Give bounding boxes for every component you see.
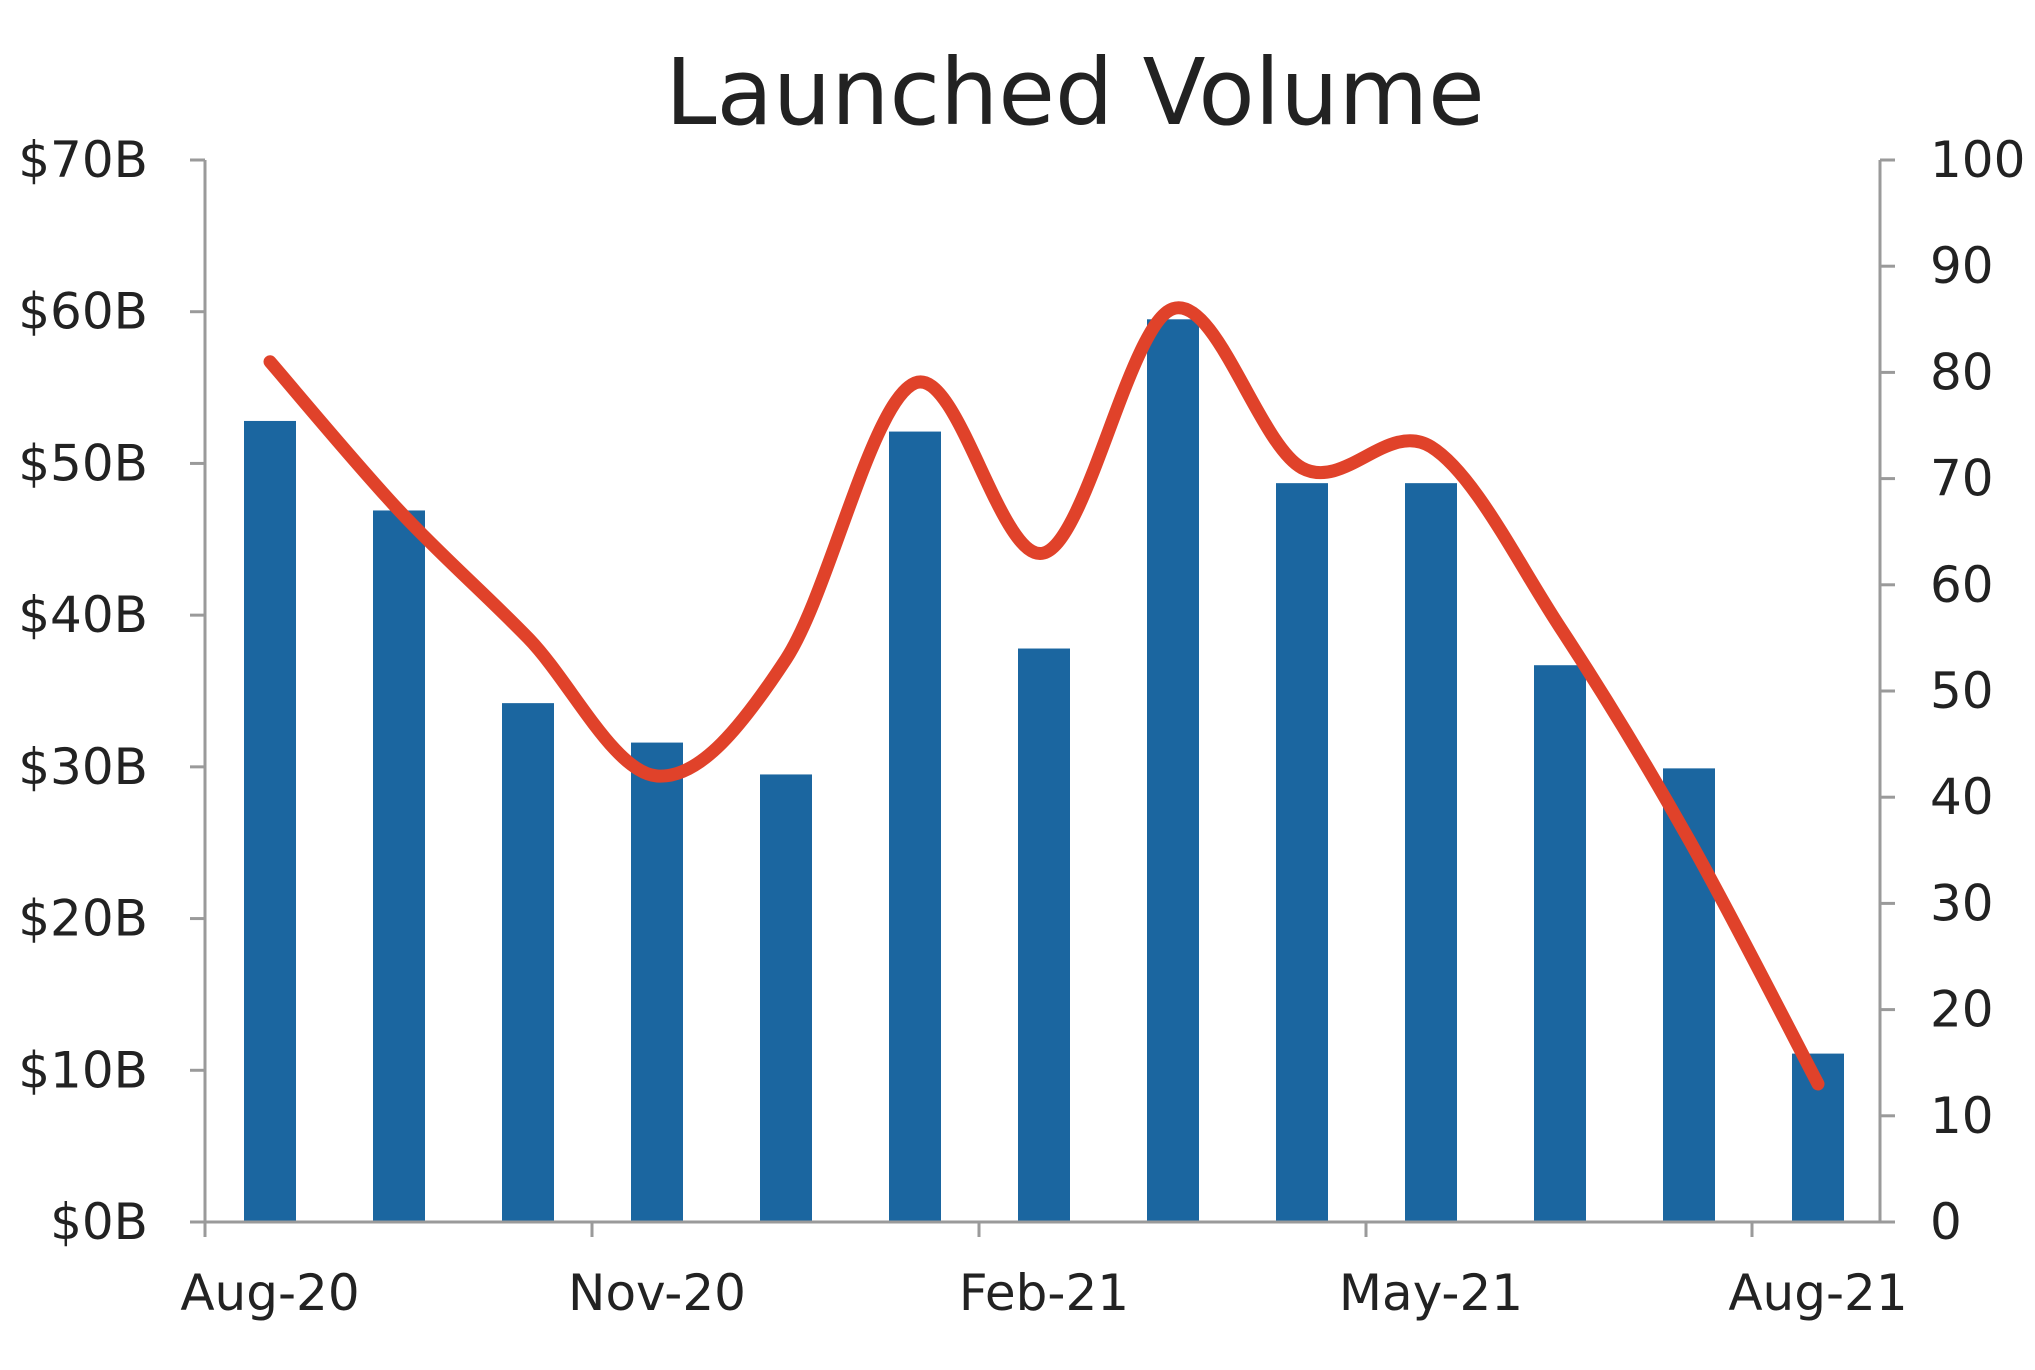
x-tick-label: Feb-21 (959, 1264, 1129, 1322)
x-tick-label: Nov-20 (568, 1264, 746, 1322)
right-tick-label: 50 (1930, 662, 1994, 720)
right-tick-label: 80 (1930, 343, 1994, 401)
x-axis-ticks: Aug-20 Nov-20 Feb-21 May-21 Aug-21 (180, 1222, 1908, 1322)
bar-mar-21 (1147, 319, 1199, 1222)
left-tick-label: $10B (18, 1041, 148, 1099)
bar-apr-21 (1276, 483, 1328, 1222)
right-tick-label: 90 (1930, 237, 1994, 295)
right-tick-label: 20 (1930, 981, 1994, 1039)
right-tick-label: 30 (1930, 874, 1994, 932)
bar-may-21 (1405, 483, 1457, 1222)
bar-dec-20 (760, 774, 812, 1222)
bar-feb-21 (1018, 648, 1070, 1222)
line-series (263, 301, 1825, 1091)
line-series-path (263, 301, 1825, 1091)
left-axis-ticks: $0B $10B $20B $30B $40B $50B $60B $70B (18, 131, 205, 1251)
right-tick-label: 0 (1930, 1193, 1962, 1251)
chart-title: Launched Volume (665, 39, 1485, 146)
bar-jun-21 (1534, 665, 1586, 1222)
left-tick-label: $60B (18, 283, 148, 341)
left-tick-label: $20B (18, 890, 148, 948)
right-tick-label: 10 (1930, 1087, 1994, 1145)
x-tick-label: Aug-20 (180, 1264, 359, 1322)
bar-jan-21 (889, 431, 941, 1222)
right-tick-label: 40 (1930, 768, 1994, 826)
bar-oct-20 (502, 703, 554, 1222)
bar-nov-20 (631, 742, 683, 1222)
x-tick-label: May-21 (1339, 1264, 1523, 1322)
left-tick-label: $50B (18, 434, 148, 492)
left-tick-label: $30B (18, 738, 148, 796)
right-tick-label: 70 (1930, 450, 1994, 508)
x-tick-label: Aug-21 (1728, 1264, 1907, 1322)
left-tick-label: $0B (50, 1193, 148, 1251)
bar-sep-20 (373, 510, 425, 1223)
bar-series (244, 319, 1844, 1223)
right-tick-label: 60 (1930, 556, 1994, 614)
bar-aug-20 (244, 420, 296, 1222)
right-axis-ticks: 0 10 20 30 40 50 60 70 80 90 100 (1880, 131, 2025, 1251)
left-tick-label: $40B (18, 586, 148, 644)
right-tick-label: 100 (1930, 131, 2025, 189)
left-tick-label: $70B (18, 131, 148, 189)
